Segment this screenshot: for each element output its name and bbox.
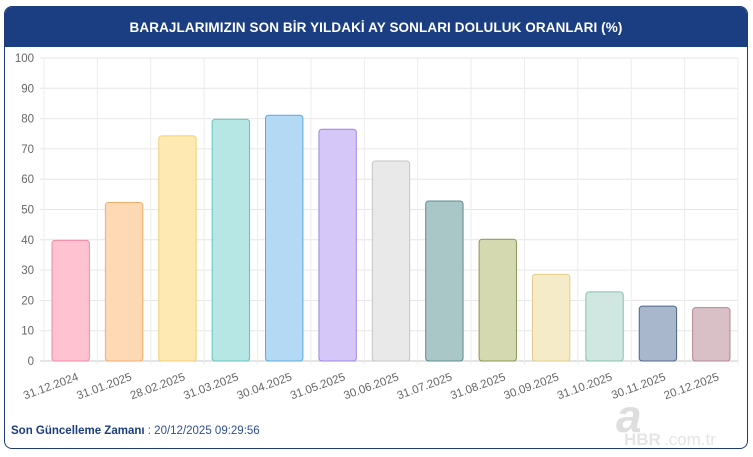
bar-31.12.2024[interactable] bbox=[51, 239, 90, 362]
last-update-separator: : bbox=[144, 425, 155, 437]
x-tick-label: 31.07.2025 bbox=[396, 371, 454, 402]
y-tick-label: 40 bbox=[21, 235, 34, 247]
bar-31.01.2025[interactable] bbox=[104, 202, 144, 362]
bar-31.03.2025[interactable] bbox=[211, 118, 251, 362]
x-tick-label: 31.12.2024 bbox=[22, 371, 81, 402]
bar-31.05.2025[interactable] bbox=[318, 128, 357, 362]
y-tick-label: 70 bbox=[21, 144, 34, 156]
y-tick-label: 100 bbox=[15, 53, 34, 65]
bar-30.04.2025[interactable] bbox=[265, 114, 304, 362]
y-tick-label: 10 bbox=[21, 326, 34, 338]
hbr-watermark-logo: a HBR .com.tr bbox=[616, 392, 716, 449]
x-tick-label: 30.04.2025 bbox=[236, 371, 294, 402]
last-update: Son Güncelleme Zamanı : 20/12/2025 09:29… bbox=[11, 425, 260, 437]
bar-31.07.2025[interactable] bbox=[425, 200, 464, 362]
y-tick-label: 80 bbox=[21, 114, 34, 126]
bar-30.09.2025[interactable] bbox=[531, 273, 571, 362]
x-tick-label: 30.09.2025 bbox=[502, 371, 560, 402]
watermark-brand: a bbox=[616, 392, 642, 442]
y-tick-label: 30 bbox=[21, 265, 34, 277]
chart-title: BARAJLARIMIZIN SON BİR YILDAKİ AY SONLAR… bbox=[5, 7, 747, 47]
bar-20.12.2025[interactable] bbox=[692, 307, 731, 362]
x-tick-label: 28.02.2025 bbox=[129, 371, 187, 402]
x-tick-label: 31.03.2025 bbox=[182, 371, 240, 402]
bar-31.08.2025[interactable] bbox=[478, 238, 517, 362]
y-tick-label: 90 bbox=[21, 83, 34, 95]
y-tick-label: 0 bbox=[28, 356, 34, 368]
x-tick-label: 30.06.2025 bbox=[342, 371, 400, 402]
bars bbox=[51, 114, 731, 362]
y-tick-label: 20 bbox=[21, 295, 34, 307]
bar-30.06.2025[interactable] bbox=[371, 160, 411, 362]
y-tick-label: 50 bbox=[21, 205, 34, 217]
x-tick-label: 31.01.2025 bbox=[75, 371, 133, 402]
x-tick-label: 31.08.2025 bbox=[449, 371, 507, 402]
x-tick-label: 31.05.2025 bbox=[289, 371, 347, 402]
y-tick-label: 60 bbox=[21, 174, 34, 186]
last-update-label: Son Güncelleme Zamanı bbox=[11, 425, 145, 437]
watermark-text: HBR bbox=[624, 430, 661, 449]
y-axis-ticks: 0 10 20 30 40 50 60 70 80 90 100 bbox=[15, 53, 34, 368]
bar-31.10.2025[interactable] bbox=[585, 291, 624, 362]
bar-30.11.2025[interactable] bbox=[638, 305, 678, 362]
last-update-value: 20/12/2025 09:29:56 bbox=[154, 425, 260, 437]
bar-28.02.2025[interactable] bbox=[158, 135, 197, 362]
watermark-suffix: .com.tr bbox=[664, 430, 716, 449]
